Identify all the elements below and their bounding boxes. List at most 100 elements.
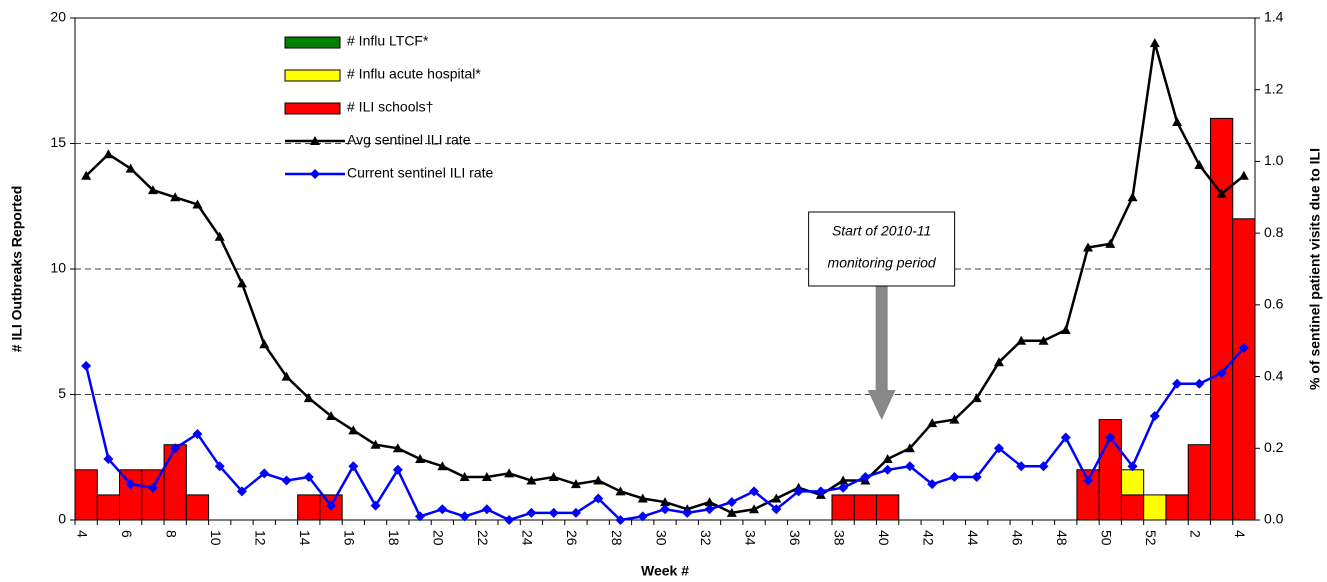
line-marker <box>303 471 314 482</box>
line-marker <box>882 454 893 464</box>
x-tick-label: 14 <box>297 530 313 546</box>
legend-swatch <box>284 36 341 49</box>
line-marker <box>214 231 225 241</box>
line-marker <box>1149 411 1160 422</box>
annotation-arrow <box>875 285 888 390</box>
line-marker <box>1216 188 1227 198</box>
line-marker <box>570 479 581 489</box>
legend-label: # Influ acute hospital* <box>347 66 481 82</box>
line-marker <box>437 504 448 515</box>
line-marker <box>927 418 938 428</box>
bar <box>74 469 98 521</box>
bar <box>185 494 210 521</box>
line-marker <box>192 428 203 439</box>
x-tick-label: 16 <box>342 530 358 546</box>
line-marker <box>125 479 136 490</box>
x-tick-label: 30 <box>653 530 669 546</box>
line-marker <box>1083 242 1094 252</box>
line-marker <box>771 504 782 515</box>
x-tick-label: 4 <box>74 530 90 538</box>
line-marker <box>1238 170 1249 180</box>
y-tick-label: 10 <box>50 260 66 276</box>
y2-tick-label: 0.4 <box>1264 367 1284 383</box>
bar <box>876 494 900 521</box>
line-marker <box>1127 461 1138 472</box>
line-marker <box>370 439 381 449</box>
line-marker <box>949 471 960 482</box>
line-marker <box>147 185 158 195</box>
y2-tick-label: 1.4 <box>1264 9 1284 25</box>
line-marker <box>348 461 359 472</box>
line-marker <box>570 507 581 518</box>
x-tick-label: 42 <box>920 530 936 546</box>
line-marker <box>1016 335 1027 345</box>
line-marker <box>949 414 960 424</box>
annotation-box <box>808 211 956 287</box>
line-marker <box>1238 342 1249 353</box>
line-marker <box>1172 116 1183 126</box>
line-marker <box>637 493 648 503</box>
x-tick-label: 50 <box>1099 530 1115 546</box>
line-marker <box>548 507 559 518</box>
line-marker <box>526 475 537 485</box>
line-marker <box>704 504 715 515</box>
line-marker <box>103 454 114 465</box>
line-marker <box>593 475 604 485</box>
bar <box>1165 494 1189 521</box>
y2-tick-label: 0.0 <box>1264 511 1284 527</box>
y2-tick-label: 0.8 <box>1264 224 1284 240</box>
line-marker <box>303 393 314 403</box>
x-tick-label: 52 <box>1143 530 1159 546</box>
x-tick-label: 2 <box>1188 530 1204 538</box>
line-marker <box>1105 238 1116 248</box>
x-tick-label: 40 <box>876 530 892 546</box>
x-tick-label: 12 <box>253 530 269 546</box>
line-marker <box>504 468 515 478</box>
line-marker <box>1038 335 1049 345</box>
line-marker <box>1016 461 1027 472</box>
line-marker <box>749 504 760 514</box>
line-marker <box>392 464 403 475</box>
x-tick-label: 18 <box>386 530 402 546</box>
y-tick-label: 5 <box>58 385 66 401</box>
line-marker <box>259 468 270 479</box>
line-marker <box>370 500 381 511</box>
line-marker <box>281 475 292 486</box>
legend-label: # Influ LTCF* <box>347 33 429 49</box>
line-marker <box>214 461 225 472</box>
line-marker <box>749 486 760 497</box>
line-marker <box>415 511 426 522</box>
y2-tick-label: 0.6 <box>1264 296 1284 312</box>
line-marker <box>504 515 515 525</box>
line-marker <box>726 497 737 508</box>
line-marker <box>459 511 470 522</box>
bar <box>163 444 187 521</box>
line-marker <box>1194 160 1205 170</box>
bar <box>853 494 878 521</box>
y-tick-label: 0 <box>58 511 66 527</box>
x-tick-label: 32 <box>698 530 714 546</box>
y2-axis-title: % of sentinel patient visits due to ILI <box>1307 148 1323 390</box>
bar <box>1209 117 1234 521</box>
line-marker <box>1194 378 1205 389</box>
line-marker <box>170 192 181 202</box>
legend-swatch <box>284 69 341 82</box>
x-tick-label: 28 <box>609 530 625 546</box>
line-marker <box>1172 378 1183 389</box>
y-tick-label: 20 <box>50 9 66 25</box>
line-marker <box>1060 324 1071 334</box>
bar <box>1187 444 1211 521</box>
line-marker <box>615 515 626 525</box>
line-marker <box>192 199 203 209</box>
x-tick-label: 22 <box>475 530 491 546</box>
line-marker <box>904 461 915 472</box>
line-marker <box>259 339 270 349</box>
line-marker <box>593 493 604 504</box>
bar <box>119 469 143 521</box>
line-marker <box>1038 461 1049 472</box>
x-tick-label: 38 <box>831 530 847 546</box>
x-tick-label: 46 <box>1010 530 1026 546</box>
line-marker <box>704 497 715 507</box>
line-marker <box>815 486 826 497</box>
line-marker <box>236 486 247 497</box>
